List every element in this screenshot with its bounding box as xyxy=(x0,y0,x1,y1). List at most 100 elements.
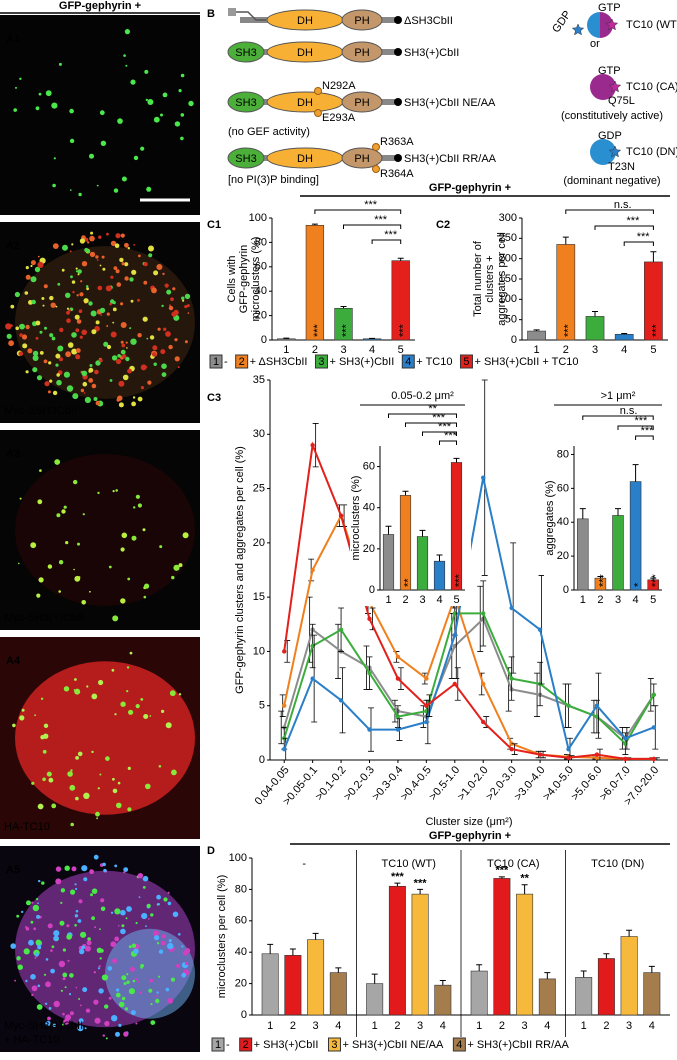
tc10-gtp xyxy=(590,74,616,100)
puncta xyxy=(94,1017,101,1024)
puncta xyxy=(116,282,122,287)
x-tick-label: 3 xyxy=(313,1020,319,1032)
puncta xyxy=(121,176,127,182)
y-tick-label: 10 xyxy=(253,645,265,657)
x-axis-label: Cluster size (μm²) xyxy=(425,816,512,828)
puncta xyxy=(130,79,136,85)
puncta xyxy=(65,1014,72,1021)
puncta xyxy=(19,323,25,330)
puncta xyxy=(33,927,37,931)
x-tick-label: 3 xyxy=(592,344,598,356)
puncta xyxy=(62,948,66,952)
puncta xyxy=(41,881,45,885)
point xyxy=(452,632,457,638)
legend-label: + SH3(+)CbII RR/AA xyxy=(467,1039,569,1051)
error-bar xyxy=(267,943,274,954)
puncta xyxy=(172,287,176,291)
construct-name: SH3(+)CbII xyxy=(404,47,459,59)
puncta xyxy=(137,503,142,508)
puncta xyxy=(30,974,36,980)
puncta xyxy=(114,936,120,942)
puncta xyxy=(112,788,118,794)
y-tick-label: 20 xyxy=(255,310,267,322)
point xyxy=(310,567,315,573)
puncta xyxy=(51,336,56,341)
puncta xyxy=(67,342,74,348)
point xyxy=(424,703,429,708)
puncta xyxy=(79,1004,82,1007)
puncta xyxy=(8,340,15,347)
puncta xyxy=(181,296,185,300)
x-tick-label: 5 xyxy=(398,344,404,356)
puncta xyxy=(116,988,120,992)
y-tick-label: 60 xyxy=(363,460,375,472)
x-tick-label: 5 xyxy=(453,594,459,606)
error-bar xyxy=(632,464,639,482)
y-axis-label: microclusters (%) xyxy=(350,476,362,561)
connector-word: or xyxy=(590,38,600,50)
puncta xyxy=(163,327,167,331)
puncta xyxy=(120,349,126,355)
puncta xyxy=(43,973,47,976)
bar xyxy=(643,972,661,1016)
error-bar xyxy=(603,953,610,959)
puncta xyxy=(161,372,167,377)
y-tick-label: 0 xyxy=(261,334,267,346)
y-tick-label: 20 xyxy=(235,978,247,990)
puncta xyxy=(72,290,75,294)
puncta xyxy=(78,1018,84,1023)
n-terminus xyxy=(228,8,236,16)
puncta xyxy=(124,276,129,281)
mutation-label: N292A xyxy=(322,80,356,92)
puncta xyxy=(50,302,56,308)
point xyxy=(367,670,372,676)
puncta xyxy=(47,390,51,394)
significance: *** xyxy=(444,430,458,442)
puncta xyxy=(128,945,132,949)
puncta xyxy=(170,297,174,302)
domain xyxy=(227,147,265,169)
puncta xyxy=(78,899,83,904)
y-tick-label: 100 xyxy=(499,293,517,305)
puncta xyxy=(56,938,59,941)
panel-label: A4 xyxy=(6,655,21,667)
puncta xyxy=(38,92,42,96)
puncta xyxy=(78,309,83,314)
legend-label: + SH3(+)CbII xyxy=(329,356,394,368)
puncta xyxy=(47,564,53,569)
significance-bracket xyxy=(617,425,654,430)
puncta xyxy=(77,269,82,274)
y-tick-label: 150 xyxy=(499,273,517,285)
point xyxy=(338,627,344,632)
puncta xyxy=(168,939,172,943)
puncta xyxy=(93,999,99,1005)
significance-bracket xyxy=(388,413,457,418)
puncta xyxy=(21,334,28,340)
puncta xyxy=(188,100,194,107)
mutation-site xyxy=(314,109,322,117)
puncta xyxy=(77,273,80,276)
significance: *** xyxy=(650,323,662,337)
bar xyxy=(277,338,296,341)
puncta xyxy=(65,292,71,298)
domain-label: SH3 xyxy=(235,153,256,165)
group-label: TC10 (WT) xyxy=(382,858,436,870)
puncta xyxy=(123,1031,129,1037)
puncta xyxy=(58,62,62,66)
puncta xyxy=(131,401,137,407)
puncta xyxy=(160,349,166,355)
puncta xyxy=(40,697,44,700)
legend-number: 1 xyxy=(215,1039,221,1051)
bar xyxy=(577,518,589,591)
puncta xyxy=(99,264,102,267)
bar xyxy=(527,330,546,341)
puncta xyxy=(143,262,148,267)
image-caption: Myc-SH3(+)CbII xyxy=(4,612,83,624)
point xyxy=(395,727,401,732)
puncta xyxy=(71,332,77,338)
puncta xyxy=(178,693,182,696)
puncta xyxy=(120,322,127,328)
puncta xyxy=(15,86,17,89)
puncta xyxy=(81,329,87,336)
puncta xyxy=(31,993,34,997)
